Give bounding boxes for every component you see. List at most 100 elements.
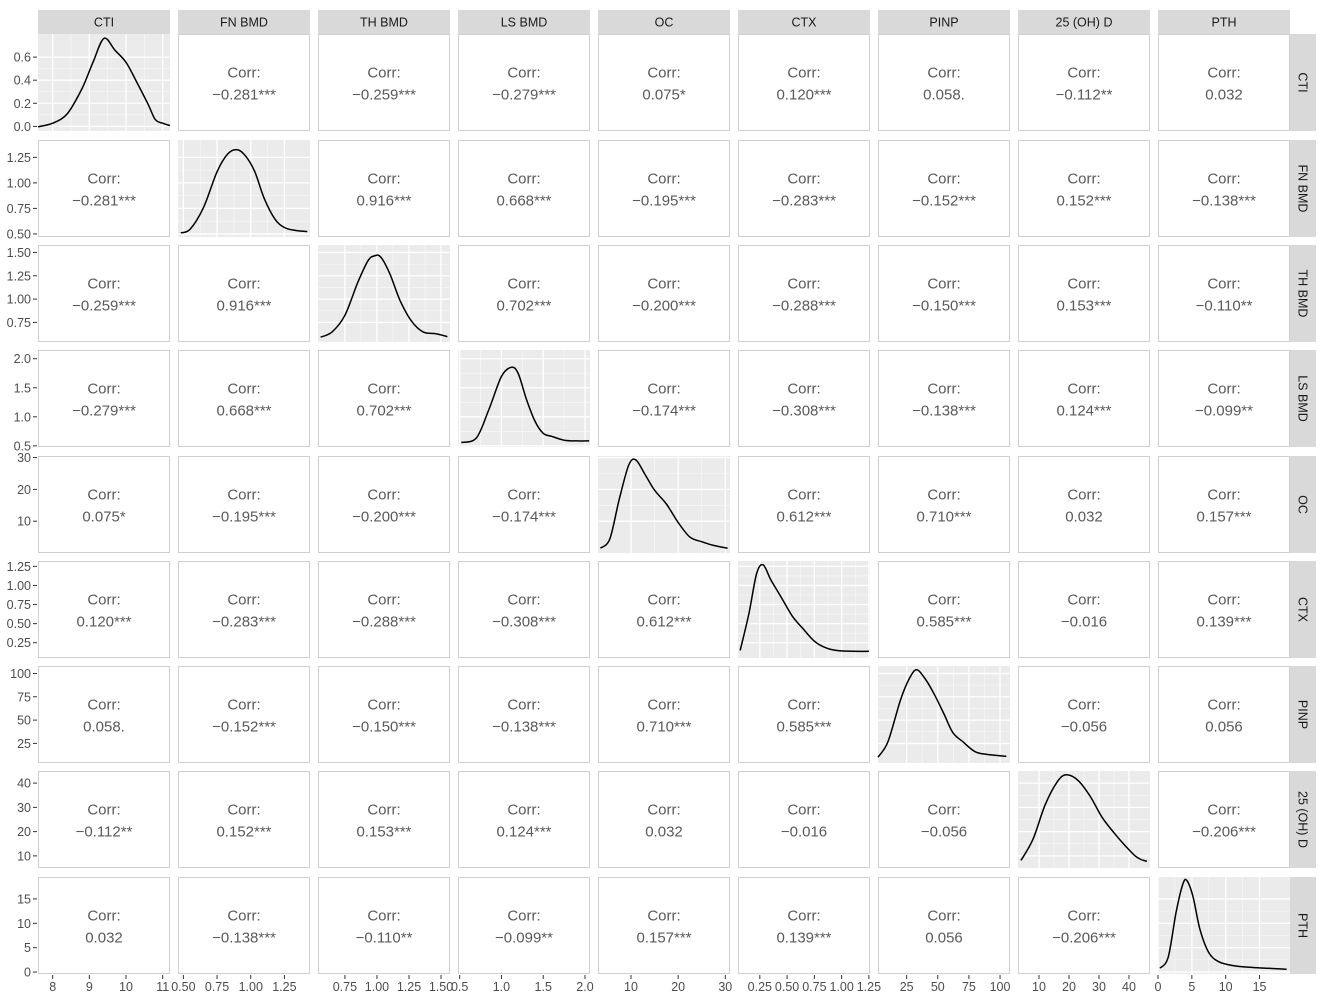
corr-panel-pinp-fn-bmd — [178, 666, 310, 763]
y-tick-label: 2.0 — [14, 352, 31, 366]
top-strip-layer: CTI FN BMD TH BMD LS BMD OC CTX PINP 25 (OH) D P… — [38, 10, 1290, 34]
corr-panel-pinp-pth — [1158, 666, 1290, 763]
corr-value-ctx-th-bmd: −0.288*** — [352, 614, 416, 631]
corr-panel-th-bmd-ctx — [738, 245, 870, 342]
x-tick-label: 30 — [718, 980, 732, 994]
corr-label-cti-ls-bmd: Corr: — [507, 65, 540, 82]
corr-label-25-oh-d-ls-bmd: Corr: — [507, 802, 540, 819]
strip-right-bg-ctx — [1290, 561, 1316, 658]
corr-value-oc-pth: 0.157*** — [1196, 509, 1251, 526]
corr-label-pth-th-bmd: Corr: — [367, 908, 400, 925]
x-tick-label: 1.25 — [272, 980, 296, 994]
corr-panel-oc-pth — [1158, 456, 1290, 553]
corr-panel-cti-pth — [1158, 34, 1290, 131]
strip-right-bg-oc — [1290, 456, 1316, 553]
corr-value-25-oh-d-pinp: −0.056 — [921, 824, 967, 841]
corr-value-cti-oc: 0.075* — [642, 87, 686, 104]
corr-panel-pinp-ls-bmd — [458, 666, 590, 763]
corr-label-ls-bmd-cti: Corr: — [87, 381, 120, 398]
corr-panel-cti-ls-bmd — [458, 34, 590, 131]
corr-value-oc-ctx: 0.612*** — [776, 509, 831, 526]
x-tick-label: 1.5 — [535, 980, 552, 994]
corr-label-cti-oc: Corr: — [647, 65, 680, 82]
x-tick-label: 10 — [1219, 980, 1233, 994]
strip-top-bg-cti — [38, 10, 170, 34]
corr-value-25-oh-d-ctx: −0.016 — [781, 824, 827, 841]
corr-label-ctx-fn-bmd: Corr: — [227, 592, 260, 609]
x-tick-label: 0 — [1155, 980, 1162, 994]
corr-value-cti-ctx: 0.120*** — [776, 87, 831, 104]
corr-label-pinp-pth: Corr: — [1207, 697, 1240, 714]
corr-value-fn-bmd-pinp: −0.152*** — [912, 193, 976, 210]
corr-panel-ctx-25-oh-d — [1018, 561, 1150, 658]
corr-panel-25-oh-d-ls-bmd — [458, 771, 590, 868]
corr-value-pth-th-bmd: −0.110** — [356, 930, 413, 947]
corr-label-th-bmd-cti: Corr: — [87, 276, 120, 293]
density-curve-oc — [599, 458, 728, 549]
y-tick-label: 30 — [17, 801, 31, 815]
x-tick-label: 1.00 — [365, 980, 389, 994]
x-tick-label: 15 — [1253, 980, 1267, 994]
strip-right-bg-ls-bmd — [1290, 350, 1316, 447]
y-tick-label: 5 — [24, 941, 31, 955]
y-tick-label: 100 — [10, 667, 31, 681]
corr-value-pth-ctx: 0.139*** — [776, 930, 831, 947]
corr-label-oc-pinp: Corr: — [927, 487, 960, 504]
density-panel-cti — [38, 34, 170, 131]
panels-layer: Corr: −0.281*** Corr: −0.259*** Corr: −0.279*… — [37, 34, 1290, 974]
corr-value-ls-bmd-fn-bmd: 0.668*** — [216, 403, 271, 420]
x-tick-label: 0.75 — [333, 980, 357, 994]
density-panel-ls-bmd — [458, 350, 590, 447]
x-tick-label: 0.5 — [451, 980, 468, 994]
x-tick-label: 75 — [962, 980, 976, 994]
corr-value-ctx-fn-bmd: −0.283*** — [212, 614, 276, 631]
corr-value-cti-pinp: 0.058. — [923, 87, 965, 104]
density-curve-fn-bmd — [180, 148, 308, 234]
corr-panel-ctx-th-bmd — [318, 561, 450, 658]
x-tick-label: 1.00 — [829, 980, 853, 994]
corr-value-ls-bmd-pinp: −0.138*** — [912, 403, 976, 420]
corr-panel-ctx-pinp — [878, 561, 1010, 658]
corr-label-pinp-fn-bmd: Corr: — [227, 697, 260, 714]
corr-label-pth-ctx: Corr: — [787, 908, 820, 925]
x-tick-label: 8 — [49, 980, 56, 994]
corr-panel-th-bmd-25-oh-d — [1018, 245, 1150, 342]
corr-panel-pth-pinp — [878, 877, 1010, 974]
strip-top-label-th-bmd: TH BMD — [360, 16, 408, 30]
corr-label-fn-bmd-ls-bmd: Corr: — [507, 171, 540, 188]
corr-value-th-bmd-ls-bmd: 0.702*** — [496, 298, 551, 315]
corr-label-ctx-oc: Corr: — [647, 592, 680, 609]
corr-panel-oc-ctx — [738, 456, 870, 553]
corr-panel-pth-th-bmd — [318, 877, 450, 974]
y-tick-label: 10 — [17, 515, 31, 529]
corr-panel-ls-bmd-fn-bmd — [178, 350, 310, 447]
corr-panel-oc-ls-bmd — [458, 456, 590, 553]
corr-panel-th-bmd-cti — [38, 245, 170, 342]
strip-right-bg-cti — [1290, 34, 1316, 131]
y-tick-label: 10 — [17, 917, 31, 931]
corr-label-ctx-25-oh-d: Corr: — [1067, 592, 1100, 609]
corr-panel-ctx-oc — [598, 561, 730, 658]
corr-label-25-oh-d-fn-bmd: Corr: — [227, 802, 260, 819]
corr-panel-ls-bmd-ctx — [738, 350, 870, 447]
corr-label-pth-25-oh-d: Corr: — [1067, 908, 1100, 925]
corr-label-ls-bmd-pth: Corr: — [1207, 381, 1240, 398]
corr-panel-th-bmd-ls-bmd — [458, 245, 590, 342]
corr-panel-th-bmd-pth — [1158, 245, 1290, 342]
corr-label-cti-pinp: Corr: — [927, 65, 960, 82]
corr-label-th-bmd-pth: Corr: — [1207, 276, 1240, 293]
strip-top-label-ls-bmd: LS BMD — [501, 16, 548, 30]
corr-value-pinp-cti: 0.058. — [83, 719, 125, 736]
x-tick-label: 5 — [1188, 980, 1195, 994]
corr-panel-ctx-cti — [38, 561, 170, 658]
y-tick-label: 0.50 — [7, 617, 31, 631]
corr-label-fn-bmd-pinp: Corr: — [927, 171, 960, 188]
strip-right-label-ctx: CTX — [1296, 597, 1310, 623]
y-tick-label: 1.00 — [7, 293, 31, 307]
corr-value-oc-pinp: 0.710*** — [916, 509, 971, 526]
x-tick-label: 1.50 — [429, 980, 453, 994]
corr-value-cti-pth: 0.032 — [1205, 87, 1243, 104]
corr-label-pinp-ls-bmd: Corr: — [507, 697, 540, 714]
y-tick-label: 0.25 — [7, 636, 31, 650]
strip-top-bg-pth — [1158, 10, 1290, 34]
